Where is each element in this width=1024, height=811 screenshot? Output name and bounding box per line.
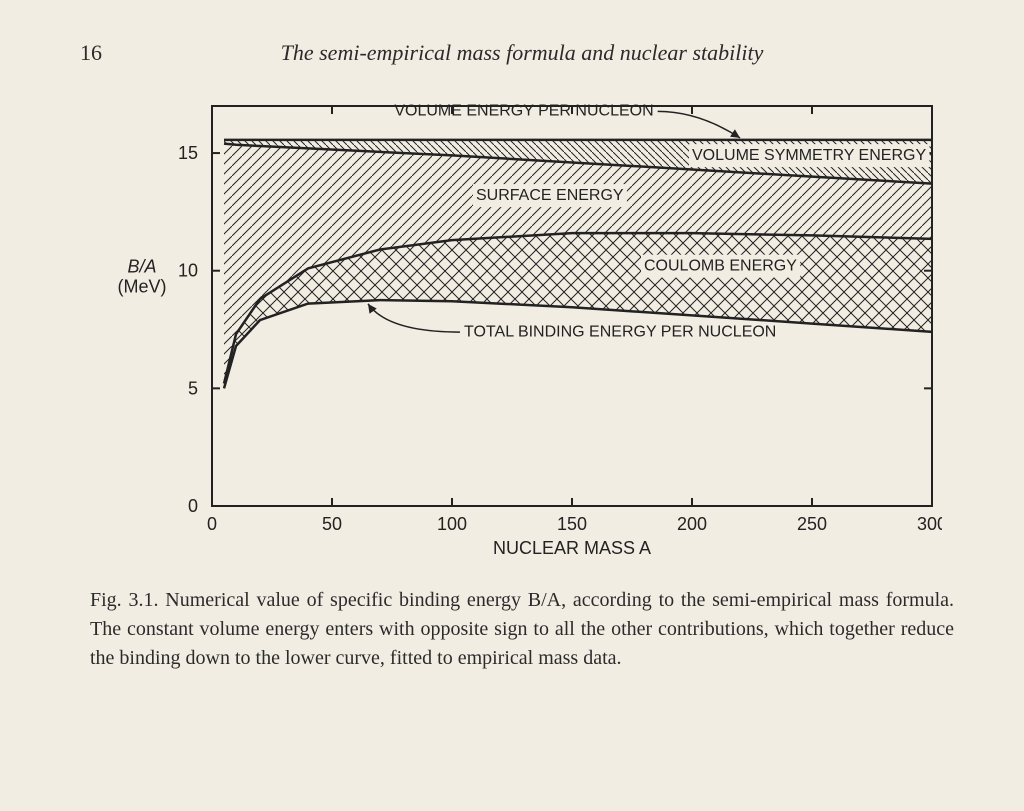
- page-header: 16 The semi-empirical mass formula and n…: [80, 40, 964, 66]
- total-label: TOTAL BINDING ENERGY PER NUCLEON: [464, 324, 776, 341]
- coulomb-label: COULOMB ENERGY: [644, 258, 797, 275]
- y-tick-label: 10: [178, 261, 198, 281]
- y-tick-label: 15: [178, 143, 198, 163]
- page-number: 16: [80, 40, 140, 66]
- figure-caption: Fig. 3.1. Numerical value of specific bi…: [90, 586, 954, 673]
- volume-label: VOLUME ENERGY PER NUCLEON: [394, 102, 653, 119]
- page: 16 The semi-empirical mass formula and n…: [0, 0, 1024, 811]
- x-tick-label: 250: [797, 514, 827, 534]
- y-tick-label: 0: [188, 496, 198, 516]
- figure-label: Fig. 3.1.: [90, 589, 165, 611]
- chart-svg: 0 50 100 150 200 250 300 0 5 10 15 NUCLEAR MASS A B/…: [102, 96, 942, 566]
- volume-leader: [658, 111, 740, 137]
- surface-label: SURFACE ENERGY: [476, 187, 624, 204]
- x-tick-label: 300: [917, 514, 942, 534]
- x-tick-label: 100: [437, 514, 467, 534]
- binding-energy-chart: 0 50 100 150 200 250 300 0 5 10 15 NUCLEAR MASS A B/…: [102, 96, 942, 566]
- x-tick-label: 200: [677, 514, 707, 534]
- y-tick-label: 5: [188, 378, 198, 398]
- x-axis-label: NUCLEAR MASS A: [493, 538, 651, 558]
- x-tick-label: 0: [207, 514, 217, 534]
- symmetry-label: VOLUME SYMMETRY ENERGY: [692, 147, 926, 164]
- chapter-title: The semi-empirical mass formula and nucl…: [140, 40, 964, 66]
- y-axis-label-2: (MeV): [118, 277, 167, 297]
- y-axis-label-1: B/A: [127, 257, 156, 277]
- x-tick-label: 50: [322, 514, 342, 534]
- total-leader: [368, 304, 460, 332]
- figure-caption-text: Numerical value of specific binding ener…: [90, 589, 954, 669]
- x-tick-label: 150: [557, 514, 587, 534]
